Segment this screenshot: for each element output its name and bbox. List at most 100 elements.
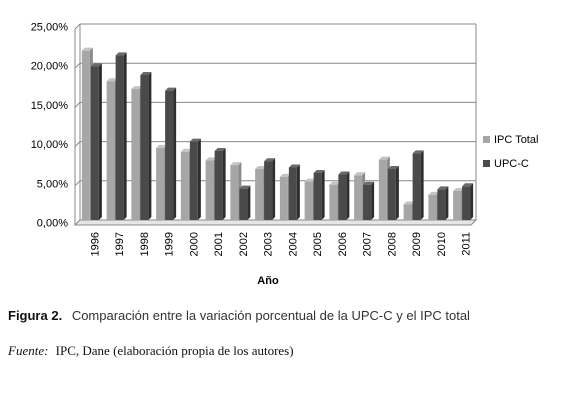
bar-top xyxy=(156,144,168,148)
bar-ipc-total-2003 xyxy=(255,169,264,220)
gridline-depth xyxy=(74,23,81,30)
bar-upc-c-2001 xyxy=(214,151,223,220)
bar-top xyxy=(387,166,399,170)
bar-top xyxy=(180,148,192,152)
legend-label: IPC Total xyxy=(494,134,538,146)
bar-top xyxy=(140,71,152,75)
x-tick-label: 2011 xyxy=(461,232,473,256)
bar-upc-c-2010 xyxy=(437,189,446,220)
bar-top xyxy=(329,181,341,185)
x-tick-label: 2010 xyxy=(436,232,448,256)
y-tick-label: 0,00% xyxy=(37,218,68,230)
bar-side xyxy=(98,63,102,220)
bar-top xyxy=(264,158,276,162)
x-tick-label: 2000 xyxy=(188,232,200,256)
y-tick-labels: 0,00% 5,00% 10,00% 15,00% 20,00% 25,00% xyxy=(31,22,69,230)
bar-side xyxy=(272,158,276,220)
bar-side xyxy=(470,183,474,220)
bar-top xyxy=(313,169,325,173)
bar-top xyxy=(106,78,118,82)
x-tick-label: 1998 xyxy=(139,232,151,256)
bar-ipc-total-2001 xyxy=(205,160,214,220)
figure-label: Figura 2. xyxy=(8,308,63,323)
x-tick-label: 1999 xyxy=(164,232,176,256)
bar-top xyxy=(255,166,267,170)
bar-upc-c-2011 xyxy=(462,186,471,220)
bar-top xyxy=(90,63,102,67)
bar-top xyxy=(189,138,201,142)
bar-top xyxy=(462,183,474,187)
bar-top xyxy=(81,47,93,51)
y-tick-label: 20,00% xyxy=(31,61,69,73)
figure-caption-text: Comparación entre la variación porcentua… xyxy=(71,308,470,323)
bar-top xyxy=(354,172,366,176)
bar-chart: 0,00%5,00%10,00%15,00%20,00%25,00% 1996 1… xyxy=(31,22,539,288)
bar-side xyxy=(173,87,177,220)
x-tick-label: 2001 xyxy=(213,232,225,256)
bar-upc-c-2003 xyxy=(264,161,273,220)
bar-top xyxy=(279,173,291,177)
bar-side xyxy=(445,186,449,220)
bar-upc-c-2007 xyxy=(363,184,372,220)
bar-side xyxy=(123,52,127,220)
bar-ipc-total-1997 xyxy=(106,81,115,221)
bar-top xyxy=(412,150,424,154)
bar-side xyxy=(296,164,300,220)
bar-ipc-total-2004 xyxy=(279,176,288,220)
y-tick-label: 25,00% xyxy=(31,22,69,34)
bar-ipc-total-2000 xyxy=(180,151,189,220)
bar-upc-c-2008 xyxy=(387,169,396,220)
bar-side xyxy=(148,71,152,221)
bar-upc-c-1997 xyxy=(115,55,124,220)
bar-ipc-total-2010 xyxy=(428,194,437,220)
x-axis-title: Año xyxy=(257,275,279,287)
bar-side xyxy=(247,185,251,220)
bar-top xyxy=(437,186,449,190)
source-text: IPC, Dane (elaboración propia de los aut… xyxy=(55,343,294,358)
figure-source: Fuente: IPC, Dane (elaboración propia de… xyxy=(8,343,294,359)
x-tick-label: 2004 xyxy=(287,232,299,256)
legend-label: UPC-C xyxy=(494,158,529,170)
y-tick-label: 5,00% xyxy=(37,178,68,190)
bar-top xyxy=(230,162,242,166)
gridline-depth xyxy=(74,102,81,108)
gridline-depth xyxy=(74,62,81,69)
bar-upc-c-2005 xyxy=(313,172,322,220)
bar-side xyxy=(222,148,226,220)
bar-top xyxy=(338,171,350,175)
bar-ipc-total-1998 xyxy=(131,89,140,221)
x-tick-label: 2002 xyxy=(238,232,250,256)
bar-upc-c-2006 xyxy=(338,174,347,220)
bar-upc-c-1998 xyxy=(140,74,149,221)
bar-top xyxy=(453,187,465,191)
gridline-depth xyxy=(74,180,81,187)
bar-top xyxy=(363,181,375,185)
bar-top xyxy=(428,191,440,195)
bar-top xyxy=(131,86,143,90)
bar-upc-c-2009 xyxy=(412,153,421,220)
bar-top xyxy=(304,178,316,182)
bar-ipc-total-2006 xyxy=(329,184,338,220)
gridline-depth xyxy=(74,141,81,147)
legend: IPC Total UPC-C xyxy=(483,134,538,170)
bar-top xyxy=(403,201,415,205)
bar-ipc-total-2007 xyxy=(354,175,363,220)
bar-upc-c-2000 xyxy=(189,141,198,220)
bar-top xyxy=(165,87,177,91)
bar-top xyxy=(288,164,300,168)
legend-swatch xyxy=(483,160,490,167)
x-tick-label: 2005 xyxy=(312,232,324,256)
x-tick-label: 1996 xyxy=(89,232,101,256)
source-label: Fuente: xyxy=(8,343,49,358)
bar-top xyxy=(378,156,390,160)
bar-ipc-total-1996 xyxy=(81,50,90,220)
y-tick-label: 15,00% xyxy=(31,100,69,112)
bar-upc-c-1999 xyxy=(165,90,174,220)
bar-ipc-total-2009 xyxy=(403,204,412,220)
bar-side xyxy=(321,169,325,220)
figure-caption: Figura 2. Comparación entre la variación… xyxy=(8,308,470,323)
bar-ipc-total-1999 xyxy=(156,147,165,220)
bars xyxy=(81,47,474,221)
bar-side xyxy=(371,181,375,220)
bar-top xyxy=(115,52,127,56)
